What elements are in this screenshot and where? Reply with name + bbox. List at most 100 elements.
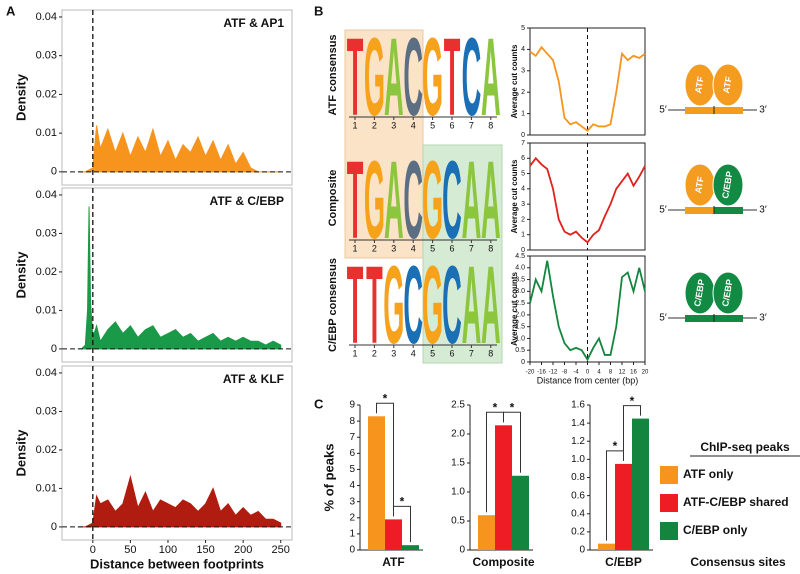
y-tick-label: 2 [349, 512, 355, 523]
panel-label: C [314, 396, 324, 411]
protein [712, 63, 744, 107]
logo-letter: G [383, 243, 404, 367]
y-tick-label: 0 [51, 343, 57, 355]
logo-letter: A [481, 15, 501, 139]
position-label: 5 [430, 120, 435, 130]
significance-mark: * [493, 400, 498, 414]
y-tick-label: 1.5 [451, 458, 465, 469]
x-tick-label: -20 [526, 370, 535, 376]
y-axis-label: Average cut counts [510, 44, 519, 118]
x-tick-label: 8 [609, 370, 613, 376]
y-tick-label: 1.0 [451, 487, 465, 498]
plot-frame [61, 9, 293, 186]
y-tick-label: 0 [521, 359, 525, 366]
y-tick-label: 2.0 [515, 312, 525, 319]
y-tick-label: 1.0 [571, 454, 585, 465]
y-tick-label: 5 [349, 464, 355, 475]
panel-label: B [314, 3, 323, 18]
legend-swatch [660, 466, 678, 484]
logo-letter: A [384, 15, 404, 139]
strand-end: 5′ [659, 313, 667, 324]
chart-title: ATF & KLF [223, 372, 284, 386]
y-tick-label: 0 [521, 247, 525, 254]
bar [512, 475, 529, 550]
y-tick-label: 6 [521, 155, 525, 162]
position-label: 2 [372, 120, 377, 130]
logo-letter: A [462, 243, 482, 367]
significance-mark: * [400, 495, 405, 509]
logo-letter: G [364, 15, 385, 139]
y-tick-label: 0.03 [36, 50, 57, 62]
y-tick-label: 0 [51, 521, 57, 533]
x-axis-label: ATF [382, 555, 404, 569]
y-tick-label: 1 [521, 110, 525, 117]
y-tick-label: 0.8 [571, 472, 585, 483]
legend-title: ChIP-seq peaks [700, 440, 790, 454]
significance-mark: * [383, 391, 388, 405]
binding-site [714, 207, 743, 214]
y-tick-label: 7 [349, 432, 355, 443]
position-label: 6 [449, 348, 454, 358]
position-label: 8 [488, 120, 493, 130]
logo-letter: G [422, 243, 443, 367]
y-tick-label: 0 [521, 132, 525, 139]
x-axis-label: Distance between footprints [90, 556, 264, 571]
binding-site [685, 207, 714, 214]
binding-site [685, 107, 714, 114]
y-tick-label: 8 [349, 416, 355, 427]
significance-mark: * [630, 394, 635, 408]
bar [402, 545, 419, 550]
logo-letter: C [403, 243, 423, 367]
protein-label: C/EBP [720, 170, 735, 199]
logo-letter: T [347, 243, 364, 367]
y-tick-label: 0 [579, 545, 585, 556]
y-tick-label: 1.2 [571, 436, 585, 447]
protein-label: ATF [693, 175, 706, 194]
y-axis-label: % of peaks [321, 444, 336, 512]
y-tick-label: 9 [349, 400, 355, 411]
y-tick-label: 0.02 [36, 444, 57, 456]
x-tick-label: 0 [90, 544, 96, 556]
cut-count-line [529, 45, 646, 132]
bar [385, 519, 402, 550]
legend-label: C/EBP only [683, 523, 748, 537]
y-tick-label: 0.01 [36, 304, 57, 316]
y-tick-label: 0.04 [36, 367, 57, 379]
logo-letter: A [481, 138, 501, 262]
position-label: 4 [411, 243, 416, 253]
strand-end: 3′ [759, 205, 767, 216]
protein [712, 271, 744, 315]
bar [632, 418, 649, 550]
plot-frame [61, 187, 293, 363]
y-tick-label: 0 [51, 166, 57, 178]
logo-label: Composite [327, 170, 339, 227]
y-axis-label: Average cut counts [510, 271, 519, 345]
y-tick-label: 0.04 [36, 189, 57, 201]
y-tick-label: 0.4 [571, 508, 585, 519]
x-tick-label: -12 [549, 370, 558, 376]
x-tick-label: 4 [597, 370, 601, 376]
logo-letter: T [347, 15, 364, 139]
panel-label: A [6, 3, 16, 18]
y-tick-label: 1.6 [571, 400, 585, 411]
significance-bracket [393, 505, 411, 543]
x-tick-label: 12 [619, 370, 626, 376]
position-label: 1 [352, 348, 357, 358]
y-tick-label: 0.02 [36, 88, 57, 100]
y-tick-label: 0.02 [36, 266, 57, 278]
protein-label: C/EBP [720, 278, 735, 307]
protein-label: C/EBP [692, 278, 707, 307]
y-tick-label: 0.03 [36, 227, 57, 239]
position-label: 2 [372, 243, 377, 253]
legend-label: ATF only [683, 467, 734, 481]
x-axis-label: Composite [472, 555, 534, 569]
density-area [77, 474, 282, 528]
y-axis-label: Density [13, 429, 28, 477]
y-tick-label: 2 [521, 216, 525, 223]
chart-title: ATF & AP1 [223, 16, 284, 30]
position-label: 4 [411, 348, 416, 358]
significance-bracket [503, 411, 521, 473]
logo-letter: G [364, 138, 385, 262]
position-label: 3 [391, 243, 396, 253]
position-label: 7 [469, 348, 474, 358]
